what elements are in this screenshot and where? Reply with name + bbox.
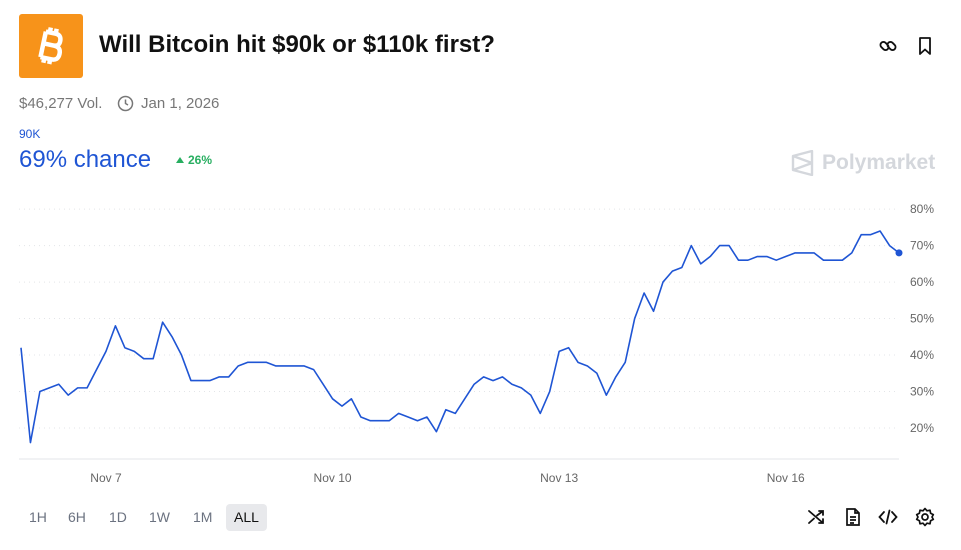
range-button[interactable]: 1H [29,509,47,525]
title: Will Bitcoin hit $90k or $110k first? [99,31,495,58]
bitcoin-icon [19,14,83,78]
link-icon[interactable] [878,36,898,56]
price-line [20,230,900,444]
end-dot [895,249,903,257]
volume: $46,277 Vol. [19,95,103,112]
settings-icon[interactable] [915,507,935,527]
brand-logo [791,150,814,176]
bookmark-icon[interactable] [916,36,934,56]
x-tick-label: Nov 13 [540,471,578,485]
y-tick-label: 40% [910,348,934,362]
range-button[interactable]: 1W [149,509,170,525]
y-tick-label: 80% [910,202,934,216]
y-tick-label: 50% [910,312,934,326]
clock-icon [117,95,134,112]
range-button[interactable]: 1D [109,509,127,525]
y-tick-label: 60% [910,275,934,289]
brand: Polymarket [822,151,936,174]
y-tick-label: 30% [910,385,934,399]
embed-icon[interactable] [878,507,898,527]
change: 26% [188,153,213,167]
shuffle-icon[interactable] [806,507,826,527]
document-icon[interactable] [844,507,862,527]
range-button-active[interactable]: ALL [226,504,267,531]
end-date: Jan 1, 2026 [141,95,220,112]
x-tick-label: Nov 7 [90,471,122,485]
chance: 69% chance [19,146,152,173]
range-button[interactable]: 6H [68,509,86,525]
y-tick-label: 20% [910,421,934,435]
up-arrow [176,157,184,163]
x-tick-label: Nov 10 [314,471,352,485]
outcome-name: 90K [19,127,41,141]
range-button[interactable]: 1M [193,509,213,525]
x-tick-label: Nov 16 [767,471,805,485]
y-tick-label: 70% [910,239,934,253]
